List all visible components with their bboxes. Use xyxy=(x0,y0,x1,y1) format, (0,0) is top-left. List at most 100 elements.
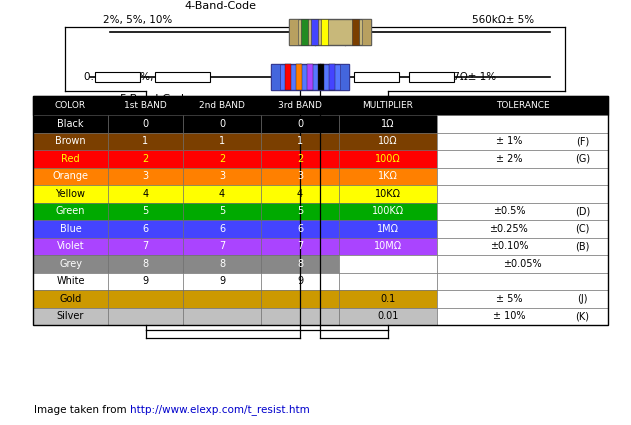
Bar xyxy=(261,255,339,272)
Text: 1Ω: 1Ω xyxy=(381,119,395,129)
Text: 3: 3 xyxy=(219,171,225,181)
Text: 4: 4 xyxy=(297,189,303,199)
Bar xyxy=(108,96,183,115)
Bar xyxy=(183,202,261,220)
Bar xyxy=(33,167,108,185)
Bar xyxy=(311,19,318,45)
Text: 0: 0 xyxy=(297,119,303,129)
Text: 2: 2 xyxy=(219,154,225,164)
Bar xyxy=(409,72,454,82)
Bar xyxy=(261,308,339,325)
Bar xyxy=(339,133,437,150)
Text: 0: 0 xyxy=(219,119,225,129)
Bar xyxy=(352,19,359,45)
Bar xyxy=(339,238,437,255)
Text: 8: 8 xyxy=(143,259,148,269)
Bar xyxy=(339,255,437,272)
Bar xyxy=(289,19,371,45)
Text: http://www.elexp.com/t_resist.htm: http://www.elexp.com/t_resist.htm xyxy=(130,404,310,415)
Text: 4-Band-Code: 4-Band-Code xyxy=(184,1,256,11)
Text: 2nd BAND: 2nd BAND xyxy=(199,101,245,110)
Text: 1: 1 xyxy=(297,136,303,146)
Bar xyxy=(339,150,437,167)
Text: (G): (G) xyxy=(575,154,590,164)
Text: 10MΩ: 10MΩ xyxy=(374,241,402,251)
Text: 1: 1 xyxy=(219,136,225,146)
Text: 2: 2 xyxy=(143,154,149,164)
Bar xyxy=(183,290,261,308)
Bar xyxy=(155,72,210,82)
Text: 1: 1 xyxy=(143,136,148,146)
Text: (B): (B) xyxy=(575,241,589,251)
Text: 5: 5 xyxy=(219,206,225,216)
Text: 4: 4 xyxy=(143,189,148,199)
Bar xyxy=(108,150,183,167)
Text: 10KΩ: 10KΩ xyxy=(375,189,401,199)
Text: 7: 7 xyxy=(143,241,149,251)
Bar xyxy=(108,133,183,150)
Bar xyxy=(183,238,261,255)
Bar xyxy=(261,220,339,238)
Text: White: White xyxy=(56,276,85,286)
Text: 0.1%, 0.25%, 0.5%, 1%: 0.1%, 0.25%, 0.5%, 1% xyxy=(84,72,206,82)
Bar xyxy=(33,308,108,325)
Text: 7: 7 xyxy=(297,241,303,251)
Bar xyxy=(339,167,437,185)
Text: 560kΩ± 5%: 560kΩ± 5% xyxy=(472,15,534,25)
Bar xyxy=(33,115,108,133)
Text: 1KΩ: 1KΩ xyxy=(378,171,398,181)
Text: (C): (C) xyxy=(575,224,589,234)
Bar xyxy=(33,96,608,325)
Text: ±0.10%: ±0.10% xyxy=(490,241,528,251)
Bar xyxy=(321,19,328,45)
Text: (J): (J) xyxy=(577,294,587,304)
Bar xyxy=(362,19,371,45)
Bar xyxy=(33,238,108,255)
Text: 9: 9 xyxy=(219,276,225,286)
Text: 1st BAND: 1st BAND xyxy=(124,101,167,110)
Bar xyxy=(261,185,339,202)
Text: Silver: Silver xyxy=(57,311,84,321)
Bar xyxy=(437,115,608,133)
Text: 5-Band-Code: 5-Band-Code xyxy=(119,94,191,104)
Bar xyxy=(339,202,437,220)
Bar xyxy=(183,150,261,167)
Bar xyxy=(261,290,339,308)
Text: 1MΩ: 1MΩ xyxy=(377,224,399,234)
Bar xyxy=(437,185,608,202)
Text: 8: 8 xyxy=(297,259,303,269)
Text: Violet: Violet xyxy=(57,241,85,251)
Text: 237Ω± 1%: 237Ω± 1% xyxy=(440,72,496,82)
Text: 4: 4 xyxy=(219,189,225,199)
Bar xyxy=(108,238,183,255)
Bar xyxy=(339,115,437,133)
Text: Yellow: Yellow xyxy=(56,189,85,199)
Text: 100Ω: 100Ω xyxy=(375,154,401,164)
Bar xyxy=(354,72,399,82)
Bar xyxy=(33,96,108,115)
Bar xyxy=(108,115,183,133)
Bar xyxy=(183,96,261,115)
Bar xyxy=(437,220,608,238)
Bar xyxy=(183,272,261,290)
Text: ± 10%: ± 10% xyxy=(493,311,525,321)
Bar xyxy=(183,115,261,133)
Bar xyxy=(437,255,608,272)
Text: 5: 5 xyxy=(143,206,149,216)
Bar xyxy=(33,133,108,150)
Bar xyxy=(261,167,339,185)
Bar xyxy=(108,167,183,185)
Bar xyxy=(33,202,108,220)
Text: ±0.5%: ±0.5% xyxy=(493,206,525,216)
Bar xyxy=(108,255,183,272)
Text: Red: Red xyxy=(61,154,80,164)
Text: 5: 5 xyxy=(297,206,303,216)
Text: 0: 0 xyxy=(143,119,148,129)
Bar xyxy=(437,96,608,115)
Bar xyxy=(183,185,261,202)
Bar xyxy=(261,202,339,220)
Bar xyxy=(95,72,140,82)
Bar xyxy=(183,133,261,150)
Text: 3rd BAND: 3rd BAND xyxy=(278,101,322,110)
Bar xyxy=(33,272,108,290)
